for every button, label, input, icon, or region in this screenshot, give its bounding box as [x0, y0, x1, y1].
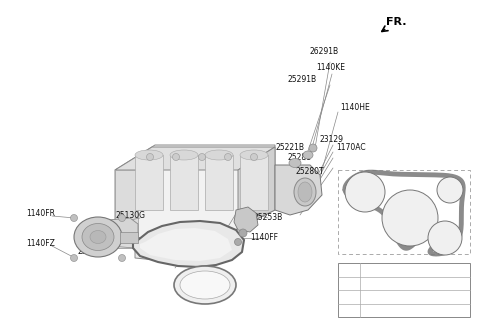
Polygon shape — [275, 165, 322, 215]
Text: WP: WP — [342, 294, 353, 300]
Circle shape — [199, 154, 205, 160]
Ellipse shape — [170, 150, 198, 160]
Circle shape — [239, 229, 247, 237]
Polygon shape — [238, 147, 275, 228]
Circle shape — [345, 172, 385, 212]
Circle shape — [251, 154, 257, 160]
Bar — [240, 155, 268, 210]
Circle shape — [71, 255, 77, 261]
Text: 25130G: 25130G — [116, 212, 146, 220]
Polygon shape — [108, 218, 138, 242]
Text: 1140FF: 1140FF — [250, 233, 278, 241]
Polygon shape — [115, 145, 275, 248]
Circle shape — [119, 255, 125, 261]
Text: AIR CON COMPRESSOR: AIR CON COMPRESSOR — [364, 280, 444, 286]
Bar — [205, 155, 233, 210]
Ellipse shape — [294, 178, 316, 206]
Text: WATER PUMP: WATER PUMP — [364, 294, 410, 300]
Ellipse shape — [180, 271, 230, 299]
Polygon shape — [115, 147, 275, 170]
Text: 25212A: 25212A — [162, 236, 191, 244]
Text: 26291B: 26291B — [310, 48, 339, 56]
Polygon shape — [133, 221, 244, 267]
Circle shape — [119, 215, 125, 221]
Text: CRANKSHAFT: CRANKSHAFT — [364, 307, 410, 313]
Ellipse shape — [90, 231, 106, 243]
Circle shape — [437, 177, 463, 203]
Text: 1170AC: 1170AC — [336, 144, 366, 153]
Bar — [120, 232, 138, 243]
Text: CS: CS — [405, 214, 415, 222]
Ellipse shape — [298, 182, 312, 202]
Polygon shape — [135, 248, 235, 262]
Circle shape — [71, 215, 77, 221]
Ellipse shape — [303, 151, 313, 159]
Circle shape — [428, 221, 462, 255]
Ellipse shape — [135, 150, 163, 160]
Text: CS: CS — [342, 307, 351, 313]
Ellipse shape — [82, 223, 114, 251]
Text: 1140FR: 1140FR — [26, 209, 55, 217]
Text: 25253B: 25253B — [254, 214, 283, 222]
FancyBboxPatch shape — [338, 263, 470, 317]
Ellipse shape — [174, 266, 236, 304]
Text: AN: AN — [342, 267, 352, 273]
Text: WP: WP — [359, 188, 371, 196]
Text: 25281: 25281 — [287, 154, 311, 162]
Text: 25291B: 25291B — [287, 75, 316, 85]
Text: 1140HE: 1140HE — [340, 102, 370, 112]
Circle shape — [382, 190, 438, 246]
Text: 25100: 25100 — [78, 248, 102, 256]
Polygon shape — [234, 207, 258, 232]
Circle shape — [235, 238, 241, 245]
Circle shape — [225, 154, 231, 160]
Ellipse shape — [205, 150, 233, 160]
Text: 1140FZ: 1140FZ — [26, 238, 55, 248]
Bar — [170, 155, 198, 210]
Text: ALTERNATOR: ALTERNATOR — [364, 267, 409, 273]
Text: AC: AC — [342, 280, 351, 286]
Ellipse shape — [74, 217, 122, 257]
Text: FR.: FR. — [386, 17, 407, 27]
Polygon shape — [140, 228, 232, 261]
Circle shape — [309, 144, 317, 152]
Text: 25221B: 25221B — [275, 144, 304, 153]
Bar — [135, 155, 163, 210]
Circle shape — [146, 154, 154, 160]
Circle shape — [172, 154, 180, 160]
Text: AN: AN — [445, 187, 455, 193]
Ellipse shape — [289, 158, 301, 168]
Text: 25212: 25212 — [190, 279, 214, 289]
Text: 1140KE: 1140KE — [316, 64, 345, 72]
Text: 23129: 23129 — [320, 135, 344, 145]
Text: 25280T: 25280T — [295, 168, 324, 176]
Text: AC: AC — [440, 235, 450, 241]
Ellipse shape — [240, 150, 268, 160]
Polygon shape — [115, 170, 138, 248]
